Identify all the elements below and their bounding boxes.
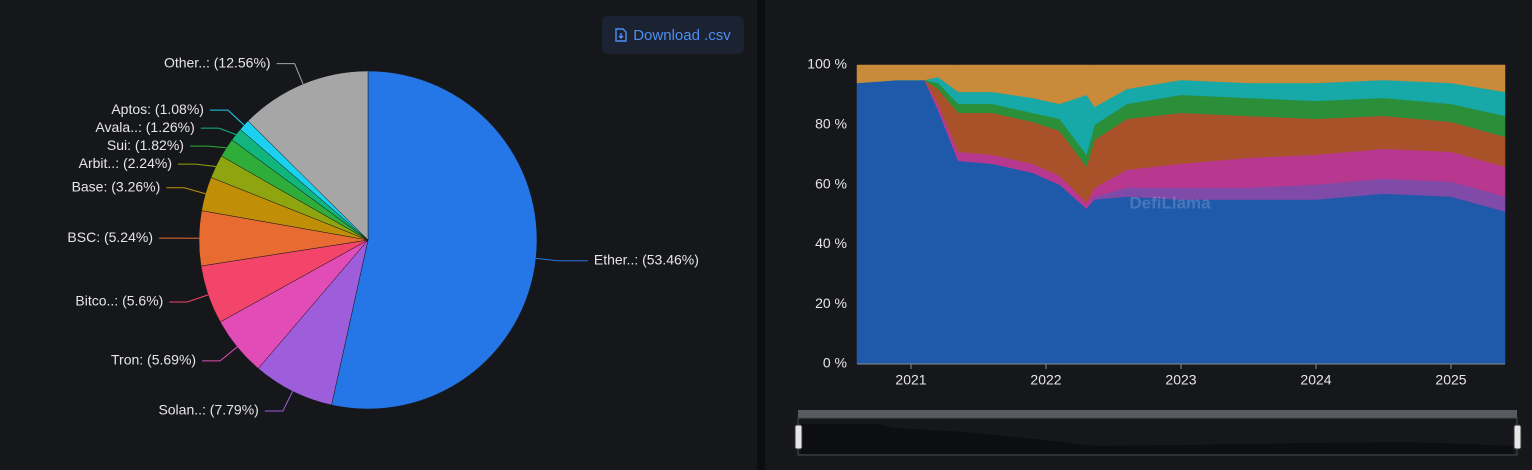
y-tick-label: 100 % <box>807 56 847 72</box>
area-panel: DefiLlama 0 % 20 % 40 % 60 % 80 % 100 % 2021 202… <box>765 0 1532 470</box>
leader-line <box>169 294 209 303</box>
x-tick-label: 2023 <box>1165 372 1196 388</box>
slice-label: Ether..: (53.46%) <box>594 251 699 267</box>
slider-handle[interactable] <box>794 424 803 450</box>
x-tick-label: 2024 <box>1300 372 1331 388</box>
leader-line <box>264 391 294 412</box>
slice-label: Avala..: (1.26%) <box>95 119 194 135</box>
pie-panel: Ether..: (53.46%) Solan..: (7.79%) Tron: (… <box>0 0 757 470</box>
leader-line <box>189 145 227 149</box>
leader-line <box>166 187 206 195</box>
x-tick-label: 2022 <box>1030 372 1061 388</box>
y-tick-label: 0 % <box>823 355 847 371</box>
area-series <box>856 64 1506 108</box>
y-tick-label: 20 % <box>815 295 847 311</box>
slider-bar[interactable] <box>798 410 1517 418</box>
leader-line <box>535 257 588 262</box>
slice-label: Other..: (12.56%) <box>164 54 271 70</box>
slice-label: Base: (3.26%) <box>72 178 161 194</box>
pie-chart: Ether..: (53.46%) Solan..: (7.79%) Tron: (… <box>67 54 699 418</box>
slice-label: BSC: (5.24%) <box>67 229 153 245</box>
range-slider[interactable] <box>794 410 1522 456</box>
slider-preview <box>801 424 1513 454</box>
x-tick-label: 2021 <box>895 372 926 388</box>
watermark: DefiLlama <box>1129 193 1211 212</box>
leader-line <box>202 346 238 362</box>
download-button[interactable]: Download .csv <box>602 16 744 54</box>
slice-label: Bitco..: (5.6%) <box>75 293 163 309</box>
slice-label: Arbit..: (2.24%) <box>79 155 172 171</box>
slice-label: Solan..: (7.79%) <box>158 402 258 418</box>
leader-line <box>200 127 237 135</box>
y-tick-label: 80 % <box>815 116 847 132</box>
slice-label: Aptos: (1.08%) <box>111 101 204 117</box>
leader-line <box>178 163 216 168</box>
slider-handle[interactable] <box>1513 424 1522 450</box>
download-icon <box>615 28 627 42</box>
leader-line <box>209 109 245 126</box>
download-label: Download .csv <box>633 26 731 44</box>
y-tick-label: 60 % <box>815 175 847 191</box>
area-chart: DefiLlama 0 % 20 % 40 % 60 % 80 % 100 % 2021 202… <box>794 56 1522 456</box>
y-tick-label: 40 % <box>815 235 847 251</box>
slice-label: Tron: (5.69%) <box>111 352 196 368</box>
slice-label: Sui: (1.82%) <box>107 137 184 153</box>
x-tick-label: 2025 <box>1435 372 1466 388</box>
leader-line <box>276 63 304 85</box>
pie-slice <box>247 70 369 241</box>
pie-slice <box>331 70 538 410</box>
